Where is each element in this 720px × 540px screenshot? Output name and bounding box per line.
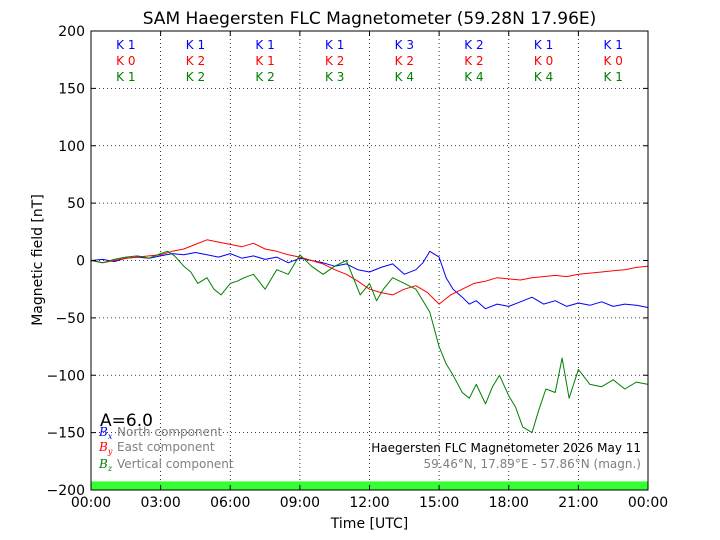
k-index-label: K 2 [464,38,483,52]
y-tick-label: 0 [76,254,85,270]
k-index-label: K 1 [325,38,344,52]
k-index-label: K 1 [116,38,135,52]
series-line-east [90,239,649,305]
x-tick-label: 12:00 [349,495,389,511]
k-index-label: K 0 [534,54,553,68]
legend-item-vertical: Bz Vertical component [98,457,234,473]
k-index-label: K 3 [395,38,414,52]
y-tick-label: 150 [58,81,85,97]
k-index-label: K 2 [325,54,344,68]
k-index-label: K 1 [116,70,135,84]
x-tick-label: 21:00 [558,495,598,511]
y-tick-label: −200 [47,483,85,499]
y-axis-label: Magnetic field [nT] [30,194,46,326]
legend-symbol-bx: Bx [98,425,113,441]
axis-ticks: 00:00 03:00 06:00 09:00 12:00 15:00 18:00 21:00… [47,24,669,511]
k-index-label: K 2 [395,54,414,68]
k-index-label: K 1 [604,38,623,52]
k-index-label: K 2 [255,70,274,84]
k-index-label: K 0 [116,54,135,68]
chart-title: SAM Haegersten FLC Magnetometer (59.28N … [143,9,597,29]
series-line-vertical [90,250,649,434]
series-lines [90,239,649,434]
legend: Bx North component By East component Bz … [98,425,234,473]
x-tick-label: 03:00 [140,495,180,511]
k-index-label: K 0 [604,54,623,68]
a-index: A=6.0 [100,411,153,431]
x-tick-label: 00:00 [628,495,668,511]
coordinates-annotation: 59.46°N, 17.89°E - 57.86°N (magn.) [424,457,641,471]
legend-label-east: East component [117,440,215,454]
series-line-north [90,250,649,310]
legend-item-east: By East component [98,440,215,456]
k-index-label: K 1 [255,38,274,52]
k-index-label: K 4 [534,70,553,84]
legend-item-north: Bx North component [98,425,223,441]
y-tick-label: 50 [67,196,85,212]
y-tick-label: 100 [58,139,85,155]
k-index-label: K 4 [395,70,414,84]
legend-symbol-by: By [98,440,113,456]
y-tick-label: −50 [55,311,85,327]
x-tick-label: 15:00 [419,495,459,511]
x-tick-label: 09:00 [280,495,320,511]
y-tick-label: −100 [47,368,85,384]
legend-label-vertical: Vertical component [117,457,234,471]
x-tick-label: 00:00 [71,495,111,511]
legend-symbol-bz: Bz [98,457,113,473]
x-tick-label: 18:00 [489,495,529,511]
k-index-label: K 2 [464,54,483,68]
x-tick-label: 06:00 [210,495,250,511]
k-index-label: K 1 [534,38,553,52]
station-annotation: Haegersten FLC Magnetometer 2026 May 11 [371,441,641,455]
x-axis-label: Time [UTC] [330,516,408,532]
y-tick-label: −150 [47,426,85,442]
k-index-label: K 1 [186,38,205,52]
k-index-label: K 4 [464,70,483,84]
grid [91,31,648,490]
k-index-label: K 1 [604,70,623,84]
k-index-label: K 1 [255,54,274,68]
k-index-label: K 3 [325,70,344,84]
legend-label-north: North component [117,425,223,439]
k-index-labels: K 1 K 1 K 1 K 1 K 3 K 2 K 1 K 1 K 0 K 2 K 1 K 2 K 2 K… [116,38,623,84]
y-tick-label: 200 [58,24,85,40]
k-index-label: K 2 [186,70,205,84]
k-index-label: K 2 [186,54,205,68]
